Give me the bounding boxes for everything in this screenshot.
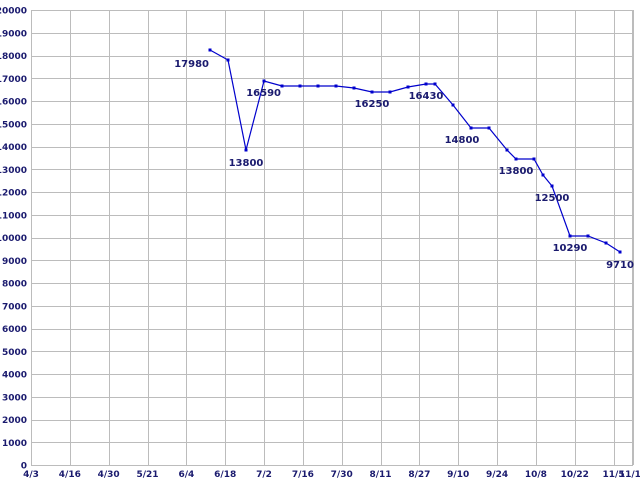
x-axis-tick-label: 10/22 (561, 470, 589, 480)
x-axis-tick-label: 7/16 (292, 470, 314, 480)
x-axis-tick-label: 8/27 (408, 470, 430, 480)
y-axis-tick-labels: 2000019000180001700016000150001400013000… (0, 7, 27, 472)
y-axis-tick-label: 17000 (0, 75, 27, 85)
data-point-marker (541, 173, 545, 177)
y-axis-tick-label: 7000 (2, 302, 27, 312)
data-point-marker (514, 157, 518, 161)
data-point-marker (226, 58, 230, 62)
data-point-marker (298, 84, 302, 88)
x-axis-tick-label: 6/4 (178, 470, 194, 480)
y-axis-tick-label: 6000 (2, 325, 27, 335)
x-axis-tick-label: 7/30 (331, 470, 353, 480)
y-axis-tick-label: 12000 (0, 189, 27, 199)
x-axis-tick-label: 10/8 (525, 470, 547, 480)
data-point-marker (532, 157, 536, 161)
data-point-marker (433, 82, 437, 86)
data-point-marker (406, 85, 410, 89)
data-point-marker (469, 126, 473, 130)
data-point-marker (618, 250, 622, 254)
series-polyline (209, 49, 621, 253)
y-axis-tick-label: 5000 (2, 348, 27, 358)
y-axis-tick-label: 13000 (0, 166, 27, 176)
horizontal-gridlines (31, 10, 633, 466)
data-point-label: 12500 (535, 193, 570, 204)
data-point-marker (586, 234, 590, 238)
x-axis-tick-label: 11/5 (603, 470, 625, 480)
y-axis-tick-label: 4000 (2, 371, 27, 381)
y-axis-tick-label: 18000 (0, 52, 27, 62)
y-axis-tick-label: 8000 (2, 280, 27, 290)
x-axis-tick-label: 9/10 (447, 470, 469, 480)
data-point-labels: 17980 13800 16590 16250 16430 14800 13800 12500… (174, 59, 634, 271)
x-axis-tick-label: 4/3 (23, 470, 39, 480)
y-axis-tick-label: 0 (21, 462, 27, 472)
y-axis-tick-label: 16000 (0, 98, 27, 108)
x-axis-tick-label: 6/18 (214, 470, 236, 480)
y-axis-tick-label: 9000 (2, 257, 27, 267)
data-point-label: 14800 (445, 135, 480, 146)
x-axis-tick-label: 11/12 (619, 470, 640, 480)
data-point-marker (280, 84, 284, 88)
data-point-marker (550, 184, 554, 188)
x-axis-tick-label: 5/21 (136, 470, 158, 480)
data-point-label: 17980 (174, 59, 209, 70)
data-point-marker (370, 90, 374, 94)
y-axis-tick-label: 15000 (0, 120, 27, 130)
x-axis-tick-label: 9/24 (486, 470, 508, 480)
data-point-marker (505, 148, 509, 152)
data-point-label: 16250 (355, 99, 390, 110)
data-point-marker (451, 103, 455, 107)
data-point-marker (604, 241, 608, 245)
data-point-label: 10290 (553, 243, 588, 254)
data-point-marker (352, 86, 356, 90)
data-point-marker (208, 48, 212, 52)
data-point-marker (388, 90, 392, 94)
x-axis-tick-label: 4/30 (98, 470, 120, 480)
data-point-markers (208, 48, 622, 254)
y-axis-tick-label: 19000 (0, 29, 27, 39)
data-point-marker (424, 82, 428, 86)
y-axis-tick-label: 11000 (0, 211, 27, 221)
data-point-marker (487, 126, 491, 130)
x-axis-tick-label: 7/2 (256, 470, 272, 480)
data-point-marker (568, 234, 572, 238)
data-point-label: 16430 (409, 91, 444, 102)
data-point-marker (262, 79, 266, 83)
data-point-label: 16590 (246, 88, 281, 99)
vertical-gridlines (31, 10, 634, 465)
data-point-marker (244, 148, 248, 152)
data-point-marker (316, 84, 320, 88)
x-axis-tick-labels: 4/3 4/16 4/30 5/21 6/4 6/18 7/2 7/16 7/30 8/11 8/2… (23, 470, 640, 480)
data-point-marker (334, 84, 338, 88)
y-axis-tick-label: 14000 (0, 143, 27, 153)
data-point-label: 9710 (606, 260, 634, 271)
x-axis-tick-label: 8/11 (370, 470, 392, 480)
y-axis-tick-label: 3000 (2, 393, 27, 403)
y-axis-tick-label: 2000 (2, 416, 27, 426)
data-point-label: 13800 (499, 166, 534, 177)
data-point-label: 13800 (229, 158, 264, 169)
y-axis-tick-label: 20000 (0, 7, 27, 17)
data-series-line (209, 49, 621, 253)
y-axis-tick-label: 1000 (2, 439, 27, 449)
x-axis-tick-label: 4/16 (59, 470, 81, 480)
